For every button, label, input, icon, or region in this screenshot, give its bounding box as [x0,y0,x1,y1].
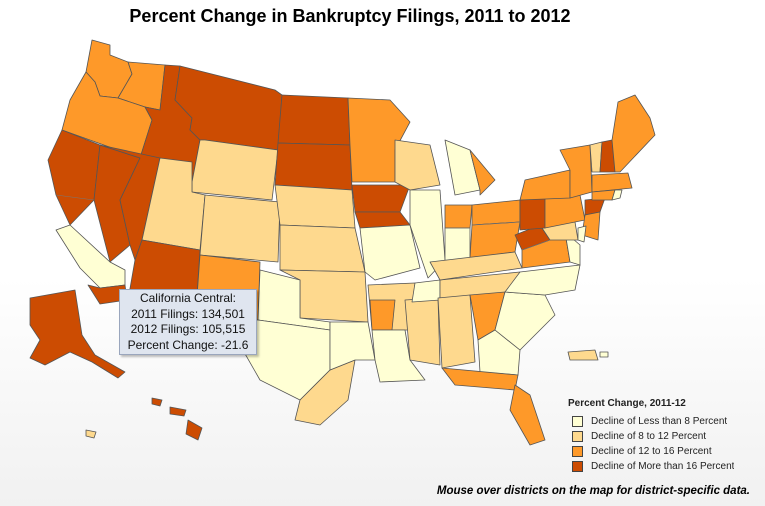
maine-district[interactable] [611,94,656,173]
pennsylvania-west-district[interactable] [519,197,546,231]
nebraska-district[interactable] [274,184,356,229]
map-legend: Percent Change, 2011-12 Decline of Less … [568,398,750,474]
legend-title: Percent Change, 2011-12 [568,398,686,409]
tooltip-percent-change: Percent Change: -21.6 [127,337,249,352]
hawaii-maui[interactable] [169,406,187,417]
arkansas-east-district[interactable] [369,299,396,331]
legend-swatch [572,431,583,442]
mississippi-district[interactable] [404,297,441,366]
legend-label: Decline of 12 to 16 Percent [591,446,712,457]
legend-label: Decline of Less than 8 Percent [591,416,728,427]
map-regions [29,39,656,446]
california-north-district[interactable] [47,129,101,226]
connecticut-district[interactable] [591,189,616,201]
virgin-islands-district[interactable] [599,351,609,358]
tooltip-district-name: California Central: [139,291,237,305]
legend-item-less-than-8: Decline of Less than 8 Percent [568,414,750,429]
new-york-south-district[interactable] [584,197,606,216]
iowa-north-district[interactable] [351,184,411,213]
guam-district[interactable] [85,429,97,439]
legend-label: Decline of More than 16 Percent [591,461,735,472]
california-south-district[interactable] [55,224,126,289]
legend-item-12-to-16: Decline of 12 to 16 Percent [568,444,750,459]
state-district-lines [55,194,551,251]
puerto-rico-district[interactable] [567,349,599,361]
alabama-district[interactable] [437,294,476,369]
alaska-district[interactable] [29,289,126,379]
pennsylvania-east-district[interactable] [544,194,586,229]
legend-swatch [572,416,583,427]
missouri-district[interactable] [359,224,421,281]
north-dakota-district[interactable] [277,94,351,146]
hawaii-big-island[interactable] [185,419,203,441]
oklahoma-district[interactable] [279,269,369,323]
north-carolina-district[interactable] [504,264,581,296]
new-york-west-district[interactable] [519,169,571,201]
legend-item-more-than-16: Decline of More than 16 Percent [568,459,750,474]
delaware-district[interactable] [577,225,587,243]
louisiana-district[interactable] [371,329,426,383]
map-title: Percent Change in Bankruptcy Filings, 20… [129,6,571,26]
indiana-north-district[interactable] [444,204,473,229]
michigan-east-district[interactable] [469,149,496,196]
kansas-district[interactable] [279,224,366,273]
massachusetts-district[interactable] [591,172,633,193]
tooltip-2011-filings: 2011 Filings: 134,501 [131,306,245,321]
wyoming-district[interactable] [191,139,279,201]
rhode-island-district[interactable] [611,189,623,201]
footnote: Mouse over districts on the map for dist… [436,485,750,497]
legend-swatch [572,446,583,457]
georgia-south-district[interactable] [477,329,521,376]
tennessee-west-district[interactable] [411,279,441,303]
wisconsin-district[interactable] [394,139,441,191]
indiana-south-district[interactable] [444,227,471,263]
florida-peninsula-district[interactable] [509,384,546,446]
tooltip-2012-filings: 2012 Filings: 105,515 [130,322,246,336]
legend-label: Decline of 8 to 12 Percent [591,431,707,442]
legend-swatch [572,461,583,472]
legend-item-8-to-12: Decline of 8 to 12 Percent [568,429,750,444]
texas-east-district[interactable] [329,321,376,371]
district-tooltip: California Central: 2011 Filings: 134,50… [119,289,257,355]
colorado-district[interactable] [199,194,281,263]
hawaii-oahu[interactable] [151,397,163,407]
new-york-north-district[interactable] [559,144,593,199]
ohio-north-district[interactable] [471,199,521,226]
south-dakota-district[interactable] [274,142,353,191]
